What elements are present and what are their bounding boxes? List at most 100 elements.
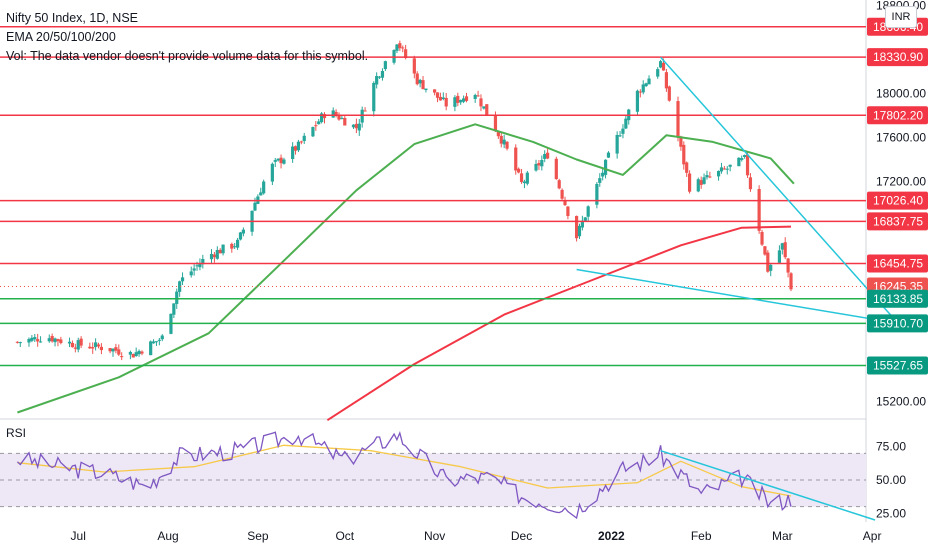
time-tick-label: Mar bbox=[772, 529, 793, 543]
candle-body bbox=[595, 183, 599, 205]
candle-body bbox=[786, 258, 790, 273]
candle-body bbox=[647, 78, 651, 85]
candle-body bbox=[154, 341, 159, 343]
price-tag-box bbox=[867, 212, 928, 231]
price-tag-box bbox=[867, 48, 928, 67]
candle-body bbox=[499, 135, 503, 144]
ema-legend: EMA 20/50/100/200 bbox=[6, 30, 116, 44]
candle-body bbox=[433, 89, 437, 93]
candle-body bbox=[33, 337, 37, 340]
candle-body bbox=[398, 43, 402, 49]
candle-body bbox=[415, 73, 419, 85]
candle-body bbox=[438, 96, 443, 101]
candle-body bbox=[38, 341, 43, 343]
candle-body bbox=[96, 344, 101, 347]
candle-body bbox=[27, 339, 31, 343]
price-tag-label: 18330.90 bbox=[873, 50, 923, 64]
time-tick-label: Jul bbox=[71, 529, 86, 543]
candles bbox=[15, 40, 793, 361]
candle-body bbox=[79, 338, 83, 346]
candle-body bbox=[59, 339, 63, 344]
candle-body bbox=[661, 62, 666, 71]
candle-body bbox=[70, 342, 75, 348]
price-tag-17802.20: 17802.20 bbox=[867, 106, 928, 125]
rsi-ma-line bbox=[17, 444, 792, 497]
candle-body bbox=[334, 111, 338, 116]
candle-body bbox=[233, 246, 237, 248]
candle-body bbox=[212, 254, 217, 258]
candle-body bbox=[230, 243, 234, 249]
candle-body bbox=[517, 168, 521, 173]
candle-body bbox=[375, 76, 379, 85]
candle-body bbox=[424, 88, 428, 91]
candle-body bbox=[638, 91, 642, 93]
candle-body bbox=[543, 153, 547, 159]
candle-body bbox=[719, 167, 724, 172]
candle-body bbox=[464, 96, 469, 101]
candle-body bbox=[577, 225, 582, 237]
candle-body bbox=[598, 178, 602, 183]
candle-body bbox=[160, 335, 164, 340]
candle-body bbox=[18, 342, 22, 344]
candle-body bbox=[435, 92, 440, 98]
candle-body bbox=[635, 90, 640, 112]
candle-body bbox=[15, 341, 19, 343]
time-tick-label: 2022 bbox=[598, 529, 625, 543]
price-tag-box bbox=[867, 106, 928, 125]
candle-body bbox=[201, 258, 205, 265]
candle-body bbox=[783, 242, 787, 258]
candle-body bbox=[473, 94, 477, 99]
volume-legend: Vol: The data vendor doesn't provide vol… bbox=[6, 49, 369, 63]
price-tick-label: 18000.00 bbox=[876, 87, 926, 101]
candle-body bbox=[574, 215, 579, 239]
candle-body bbox=[412, 58, 416, 74]
candle-body bbox=[293, 146, 298, 151]
candle-body bbox=[404, 49, 408, 59]
candle-body bbox=[157, 339, 161, 341]
candle-body bbox=[209, 253, 214, 260]
price-tag-box bbox=[867, 289, 928, 308]
candle-body bbox=[421, 80, 425, 90]
price-tag-label: 17026.40 bbox=[873, 194, 923, 208]
candle-body bbox=[659, 61, 663, 68]
candle-body bbox=[656, 69, 660, 77]
candle-body bbox=[461, 98, 466, 102]
price-tag-box bbox=[867, 254, 928, 273]
candle-body bbox=[111, 348, 115, 352]
candle-body bbox=[131, 353, 135, 358]
candle-body bbox=[120, 356, 124, 358]
ema-green-line bbox=[17, 123, 795, 414]
candle-body bbox=[745, 154, 750, 176]
candle-body bbox=[418, 79, 422, 84]
price-tag-label: 16837.75 bbox=[873, 214, 923, 228]
price-tag-16133.85: 16133.85 bbox=[867, 289, 928, 308]
candle-body bbox=[276, 158, 280, 161]
candle-body bbox=[667, 86, 671, 101]
candle-body bbox=[728, 164, 732, 167]
candle-body bbox=[30, 337, 34, 341]
candle-body bbox=[621, 128, 625, 134]
candle-body bbox=[757, 188, 761, 231]
candle-body bbox=[441, 97, 445, 100]
candle-body bbox=[679, 136, 683, 147]
candle-body bbox=[314, 125, 318, 127]
candle-body bbox=[114, 347, 118, 351]
currency-button[interactable]: INR bbox=[885, 6, 917, 28]
price-tag-15527.65: 15527.65 bbox=[867, 356, 928, 375]
candle-body bbox=[401, 47, 405, 49]
candle-body bbox=[519, 173, 524, 182]
candle-body bbox=[780, 243, 784, 250]
candle-body bbox=[331, 110, 335, 118]
candle-body bbox=[354, 123, 358, 129]
candle-body bbox=[262, 181, 266, 194]
candle-body bbox=[137, 350, 141, 355]
candle-body bbox=[76, 340, 80, 350]
candle-body bbox=[88, 346, 92, 349]
candle-body bbox=[777, 250, 782, 263]
candle-body bbox=[687, 173, 692, 192]
candle-body bbox=[546, 152, 550, 159]
candle-body bbox=[180, 277, 185, 282]
time-tick-label: Dec bbox=[511, 529, 532, 543]
